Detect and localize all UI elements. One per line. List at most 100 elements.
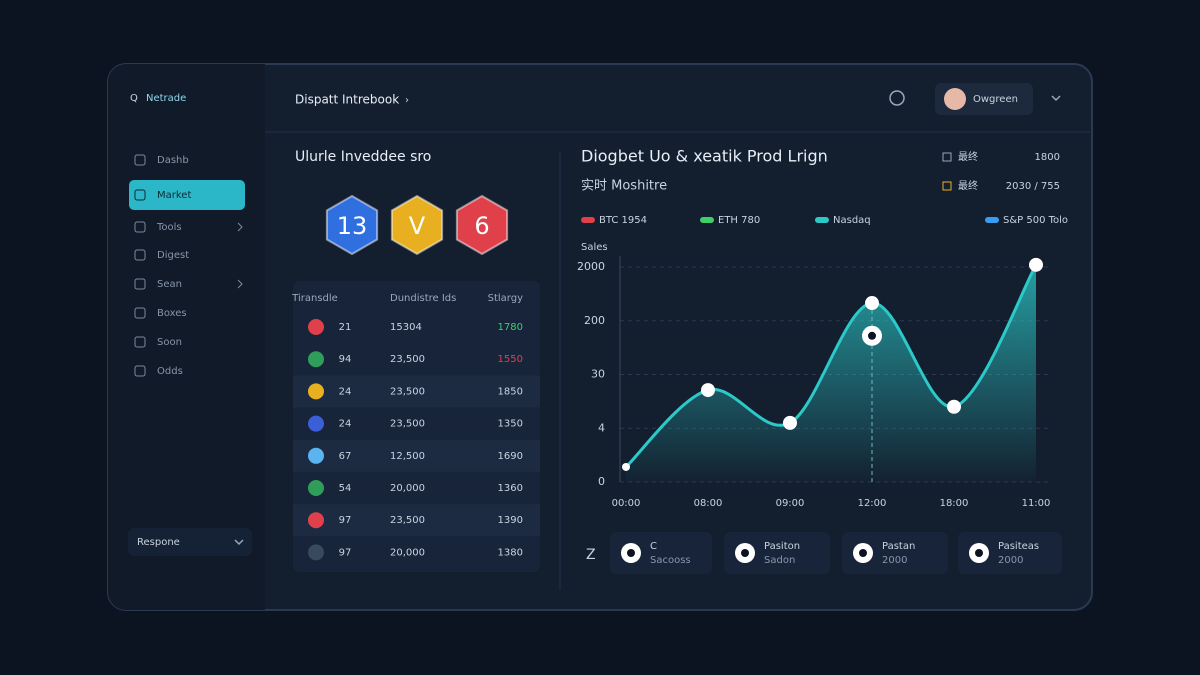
nav-icon	[134, 278, 146, 290]
footer-chevron	[234, 539, 244, 546]
table-cell: 24	[339, 386, 352, 397]
badge	[325, 194, 379, 256]
area	[626, 264, 1036, 482]
point	[701, 383, 715, 398]
card-subtitle: 2000	[882, 555, 907, 566]
row-icon	[308, 447, 324, 464]
table-cell: 1390	[498, 515, 523, 526]
card[interactable]	[724, 532, 830, 574]
table-cell: 1380	[498, 547, 523, 558]
table-cell: 67	[339, 451, 352, 462]
card[interactable]	[958, 532, 1062, 574]
table-cell: 20,000	[390, 483, 425, 494]
meta-label: 最终	[958, 150, 978, 163]
brand: Netrade	[146, 93, 186, 104]
header-title[interactable]: Dispatt Intrebook	[295, 93, 399, 107]
chart-title: Diogbet Uo & xeatik Prod Lrign	[581, 147, 828, 166]
table-cell: 94	[339, 354, 352, 365]
table-header: Stlargy	[488, 293, 523, 304]
table-cell: 12,500	[390, 451, 425, 462]
table-row-bg	[293, 439, 540, 472]
point	[865, 296, 879, 311]
nav-label[interactable]: Digest	[157, 250, 189, 261]
table-cell: 24	[339, 419, 352, 430]
nav-label[interactable]: Boxes	[157, 308, 187, 319]
legend-swatch	[985, 217, 999, 223]
y-axis-title: Sales	[581, 242, 608, 253]
user-menu-chevron[interactable]	[1051, 95, 1061, 102]
meta-label: 最终	[958, 179, 978, 192]
row-icon	[308, 544, 324, 561]
card[interactable]	[842, 532, 948, 574]
legend-label[interactable]: ETH 780	[718, 215, 760, 226]
nav-chevron	[237, 279, 243, 289]
search-icon[interactable]	[889, 90, 905, 106]
x-tick-label: 08:00	[694, 498, 723, 509]
table-cell: 1350	[498, 419, 523, 430]
x-tick-label: 11:00	[1022, 498, 1051, 509]
sidebar-footer[interactable]	[128, 528, 252, 556]
nav-label[interactable]: Dashb	[157, 155, 189, 166]
legend-label[interactable]: Nasdaq	[833, 215, 871, 226]
point	[622, 462, 630, 471]
table-cell: 15304	[390, 322, 422, 333]
row-icon	[308, 415, 324, 432]
card-icon-core	[975, 549, 983, 557]
table-panel	[293, 281, 540, 572]
nav-label[interactable]: Tools	[156, 222, 182, 233]
table-row-bg	[293, 504, 540, 537]
meta-value: 2030 / 755	[1006, 181, 1060, 192]
table-cell: 21	[339, 322, 352, 333]
badge-label: V	[409, 212, 426, 240]
card-title: Pasiton	[764, 541, 800, 552]
card-title: Pastan	[882, 541, 915, 552]
nav-label[interactable]: Market	[157, 190, 191, 201]
table-cell: 1850	[498, 386, 523, 397]
nav-icon	[134, 336, 146, 348]
table-cell: 23,500	[390, 386, 425, 397]
badge-label: 6	[474, 212, 489, 240]
x-tick-label: 12:00	[858, 498, 887, 509]
nav-icon	[134, 365, 146, 377]
table-header: Dundistre Ids	[390, 293, 456, 304]
nav-icon	[134, 221, 146, 233]
nav-icon	[134, 249, 146, 261]
table-cell: 23,500	[390, 515, 425, 526]
row-icon	[308, 480, 324, 496]
card-icon-core	[627, 549, 635, 557]
legend-swatch	[700, 217, 714, 223]
row-icon	[308, 351, 324, 368]
card[interactable]	[610, 532, 712, 574]
table-cell: 97	[339, 547, 352, 558]
y-tick-label: 2000	[577, 260, 605, 273]
chart-subtitle: 实时 Moshitre	[581, 179, 667, 194]
table-cell: 1360	[498, 483, 523, 494]
card-title: C	[650, 541, 657, 552]
point	[1029, 257, 1043, 272]
card-subtitle: Sadon	[764, 555, 795, 566]
x-tick-label: 18:00	[940, 498, 969, 509]
legend-swatch	[815, 217, 829, 223]
y-tick-label: 200	[584, 314, 605, 327]
legend-label[interactable]: S&P 500 Tolo	[1003, 215, 1068, 226]
x-tick-label: 09:00	[776, 498, 805, 509]
left-title: Ulurle Inveddee sro	[295, 149, 431, 165]
table-cell: 20,000	[390, 547, 425, 558]
legend-label[interactable]: BTC 1954	[599, 215, 647, 226]
nav-icon	[134, 189, 146, 201]
card-icon-core	[859, 549, 867, 557]
y-tick-label: 30	[591, 368, 605, 381]
table-cell: 23,500	[390, 419, 425, 430]
cards-prefix: Z	[586, 547, 596, 563]
point	[947, 399, 961, 414]
nav-label[interactable]: Soon	[157, 337, 182, 348]
badge-label: 13	[337, 212, 368, 240]
nav-label[interactable]: Sean	[157, 279, 182, 290]
table-header: Tiransdle	[291, 293, 338, 304]
brand-icon: Q	[130, 93, 138, 104]
nav-label[interactable]: Odds	[157, 366, 183, 377]
row-icon	[308, 383, 324, 400]
point	[783, 415, 797, 430]
nav-chevron	[237, 222, 243, 232]
highlight-core	[868, 331, 876, 340]
